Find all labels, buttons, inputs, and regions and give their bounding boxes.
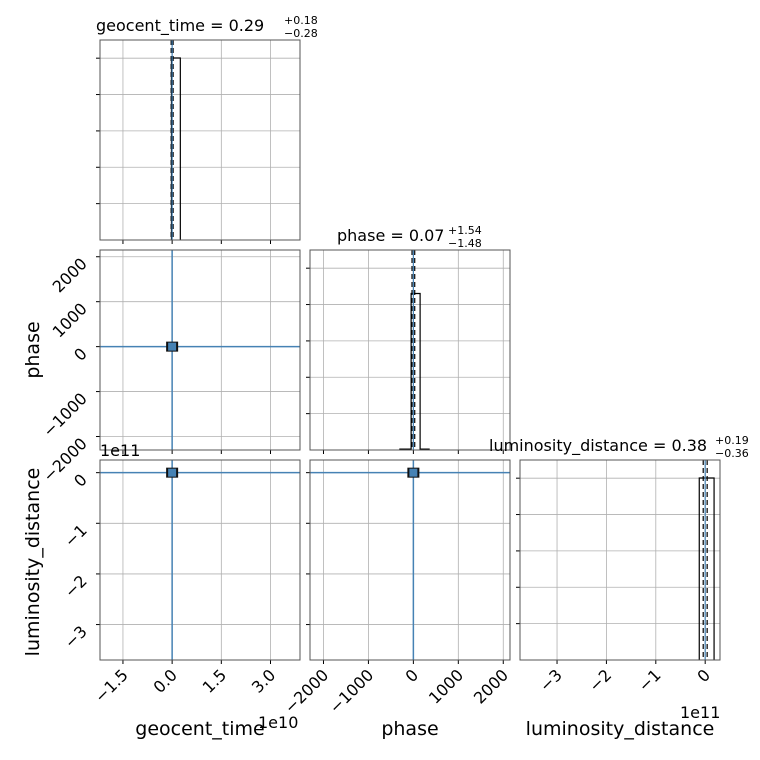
joint-panel-luminosity-distance-vs-phase <box>306 459 511 664</box>
yticklabel-luminosity-distance-1: −2 <box>61 571 91 601</box>
hist-frame-phase <box>309 249 511 451</box>
yticklabel-luminosity-distance-2: −1 <box>61 521 91 551</box>
title-geocent-time: geocent_time = 0.29 <box>96 16 264 36</box>
title-phase-sub: −1.48 <box>448 237 482 250</box>
truth-marker-phase-vs-geocent-time <box>168 342 177 351</box>
yticklabel-luminosity-distance-0: −3 <box>61 622 91 652</box>
xticklabel-geocent-time-2: 1.5 <box>199 665 230 696</box>
truth-marker-luminosity-distance-vs-geocent-time <box>168 468 177 477</box>
xticklabel-luminosity-distance-2: −1 <box>635 665 665 695</box>
xticklabel-phase-3: 1000 <box>425 665 467 707</box>
truth-marker-luminosity-distance-vs-phase <box>409 468 418 477</box>
xticklabel-luminosity-distance-1: −2 <box>585 665 615 695</box>
hist-panel-phase <box>306 249 511 454</box>
xlabel-phase: phase <box>381 718 438 740</box>
yticklabel-phase-4: 2000 <box>49 254 91 296</box>
offset-luminosity-distance-x: 1e11 <box>680 703 720 722</box>
title-phase-sup: +1.54 <box>448 224 482 237</box>
xticklabel-luminosity-distance-3: 0 <box>693 665 714 686</box>
title-luminosity-distance-sup: +0.19 <box>715 434 749 447</box>
joint-panel-luminosity-distance-vs-geocent-time <box>96 459 301 664</box>
xlabel-luminosity-distance: luminosity_distance <box>526 718 715 740</box>
title-luminosity-distance-sub: −0.36 <box>715 447 749 460</box>
yticklabel-phase-2: 0 <box>70 344 91 365</box>
yticklabel-luminosity-distance-3: 0 <box>70 470 91 491</box>
yticklabel-phase-3: 1000 <box>49 299 91 341</box>
title-luminosity-distance: luminosity_distance = 0.38 <box>489 436 707 456</box>
hist-panel-geocent-time <box>96 39 301 244</box>
yticklabel-phase-1: −1000 <box>39 389 91 441</box>
joint-frame-luminosity-distance-vs-geocent-time <box>99 459 301 661</box>
hist-panel-luminosity-distance <box>516 459 721 664</box>
corner-panels: −1.5 0.0 1.5 3.0 −2000−1000 0 1000 2000 −3 −2 −1 0−… <box>39 39 721 717</box>
ylabel-phase: phase <box>22 321 44 378</box>
hist-step-phase <box>399 292 430 450</box>
xticklabel-phase-4: 2000 <box>470 665 512 707</box>
xticklabel-geocent-time-0: −1.5 <box>91 665 132 706</box>
title-geocent-time-sub: −0.28 <box>284 27 318 40</box>
title-phase: phase = 0.07 <box>337 226 444 245</box>
joint-panel-phase-vs-geocent-time <box>96 249 301 454</box>
xticklabel-phase-2: 0 <box>402 665 423 686</box>
offset-luminosity-distance-y: 1e11 <box>100 441 140 460</box>
joint-frame-luminosity-distance-vs-phase <box>309 459 511 661</box>
xlabel-geocent-time: geocent_time <box>135 718 264 740</box>
xticklabel-luminosity-distance-0: −3 <box>536 665 566 695</box>
joint-frame-phase-vs-geocent-time <box>99 249 301 451</box>
xticklabel-phase-1: −1000 <box>326 665 378 717</box>
xticklabel-geocent-time-3: 3.0 <box>248 665 279 696</box>
hist-frame-luminosity-distance <box>519 459 721 661</box>
hist-frame-geocent-time <box>99 39 301 241</box>
offset-geocent-time-x: 1e10 <box>258 713 298 732</box>
xticklabel-phase-0: −2000 <box>281 665 333 717</box>
title-geocent-time-sup: +0.18 <box>284 14 318 27</box>
hist-step-geocent-time <box>170 57 181 240</box>
xticklabel-geocent-time-1: 0.0 <box>150 665 181 696</box>
ylabel-luminosity-distance: luminosity_distance <box>22 468 44 657</box>
